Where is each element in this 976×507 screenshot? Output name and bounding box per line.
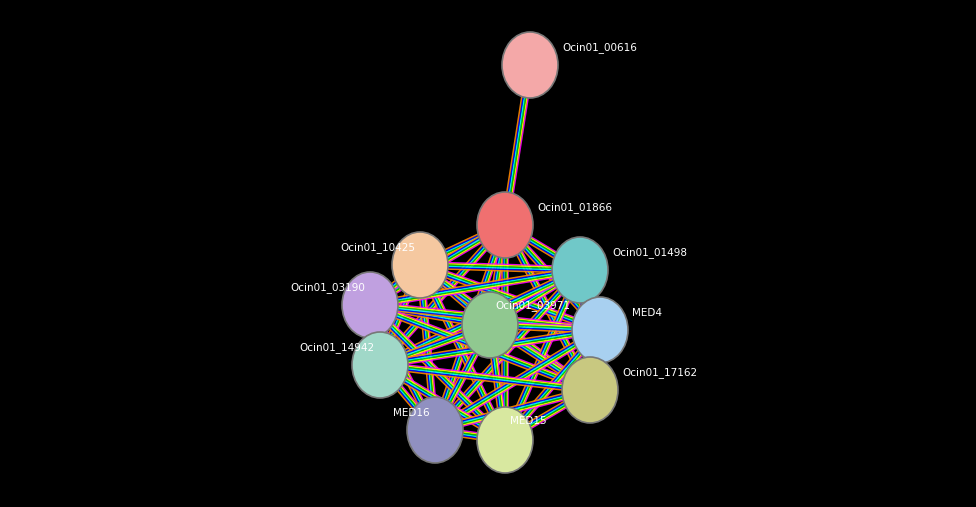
Ellipse shape bbox=[352, 332, 408, 398]
Ellipse shape bbox=[502, 32, 558, 98]
Ellipse shape bbox=[562, 357, 618, 423]
Ellipse shape bbox=[407, 397, 463, 463]
Ellipse shape bbox=[552, 237, 608, 303]
Ellipse shape bbox=[477, 192, 533, 258]
Text: Ocin01_17162: Ocin01_17162 bbox=[622, 367, 697, 378]
Text: Ocin01_03971: Ocin01_03971 bbox=[495, 300, 570, 311]
Text: MED4: MED4 bbox=[632, 308, 662, 318]
Text: MED15: MED15 bbox=[510, 416, 547, 426]
Text: Ocin01_01498: Ocin01_01498 bbox=[612, 247, 687, 258]
Text: Ocin01_01866: Ocin01_01866 bbox=[537, 202, 612, 213]
Ellipse shape bbox=[342, 272, 398, 338]
Ellipse shape bbox=[462, 292, 518, 358]
Text: Ocin01_00616: Ocin01_00616 bbox=[562, 42, 637, 53]
Text: Ocin01_14942: Ocin01_14942 bbox=[300, 342, 375, 353]
Ellipse shape bbox=[477, 407, 533, 473]
Ellipse shape bbox=[392, 232, 448, 298]
Text: Ocin01_10425: Ocin01_10425 bbox=[340, 242, 415, 253]
Ellipse shape bbox=[572, 297, 628, 363]
Text: MED16: MED16 bbox=[393, 408, 430, 418]
Text: Ocin01_03190: Ocin01_03190 bbox=[290, 282, 365, 293]
